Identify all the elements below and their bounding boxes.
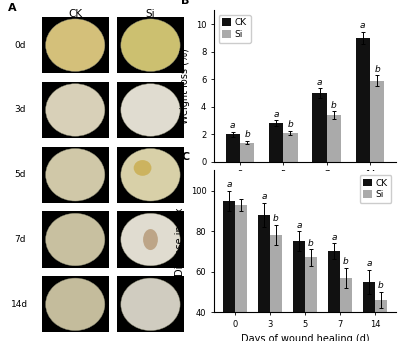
Ellipse shape bbox=[46, 19, 105, 72]
Text: 5d: 5d bbox=[14, 170, 26, 179]
Bar bbox=[258, 215, 270, 341]
Text: b: b bbox=[378, 281, 384, 290]
Bar bbox=[312, 93, 327, 162]
Bar bbox=[42, 147, 109, 203]
Text: a: a bbox=[317, 77, 322, 87]
Text: b: b bbox=[331, 101, 337, 109]
Text: 14d: 14d bbox=[11, 300, 28, 309]
Legend: CK, Si: CK, Si bbox=[218, 15, 250, 43]
Text: b: b bbox=[273, 214, 279, 223]
Text: b: b bbox=[374, 65, 380, 74]
Bar bbox=[240, 143, 254, 162]
Text: a: a bbox=[230, 121, 236, 130]
Text: b: b bbox=[244, 130, 250, 139]
X-axis label: Days of wound healing (d): Days of wound healing (d) bbox=[241, 334, 369, 341]
Text: a: a bbox=[366, 259, 372, 268]
Text: b: b bbox=[343, 257, 349, 266]
Bar bbox=[42, 17, 109, 73]
Ellipse shape bbox=[121, 213, 180, 266]
Bar bbox=[117, 211, 184, 268]
Bar bbox=[283, 133, 298, 162]
Bar bbox=[375, 300, 386, 341]
Text: A: A bbox=[8, 3, 16, 13]
Bar bbox=[328, 251, 340, 341]
Text: 0d: 0d bbox=[14, 41, 26, 50]
Bar bbox=[42, 276, 109, 332]
Bar bbox=[42, 82, 109, 138]
Ellipse shape bbox=[46, 149, 105, 201]
Bar bbox=[117, 276, 184, 332]
Bar bbox=[42, 211, 109, 268]
Ellipse shape bbox=[143, 229, 158, 250]
Bar bbox=[356, 38, 370, 162]
Text: b: b bbox=[308, 239, 314, 248]
Bar bbox=[305, 257, 316, 341]
Ellipse shape bbox=[46, 278, 105, 331]
Text: a: a bbox=[360, 21, 366, 30]
Bar bbox=[235, 205, 246, 341]
Text: a: a bbox=[226, 180, 232, 189]
Bar bbox=[269, 123, 283, 162]
Text: C: C bbox=[181, 152, 189, 162]
Bar bbox=[224, 201, 235, 341]
Text: 7d: 7d bbox=[14, 235, 26, 244]
Bar bbox=[370, 80, 384, 162]
Ellipse shape bbox=[121, 19, 180, 72]
Text: a: a bbox=[262, 192, 267, 201]
Text: 3d: 3d bbox=[14, 105, 26, 115]
Ellipse shape bbox=[121, 278, 180, 331]
Bar bbox=[294, 241, 305, 341]
Bar bbox=[117, 147, 184, 203]
Text: a: a bbox=[274, 110, 279, 119]
Text: b: b bbox=[288, 120, 293, 129]
Bar bbox=[226, 134, 240, 162]
Ellipse shape bbox=[46, 213, 105, 266]
Text: B: B bbox=[181, 0, 190, 6]
Ellipse shape bbox=[134, 160, 152, 176]
Y-axis label: Weight loss (%): Weight loss (%) bbox=[180, 48, 190, 124]
Ellipse shape bbox=[121, 84, 180, 136]
Bar bbox=[117, 82, 184, 138]
Text: a: a bbox=[332, 233, 337, 242]
Bar bbox=[327, 115, 341, 162]
Bar bbox=[364, 282, 375, 341]
Bar bbox=[340, 278, 352, 341]
Bar bbox=[270, 235, 282, 341]
Y-axis label: Disease index: Disease index bbox=[175, 207, 185, 276]
Text: Si: Si bbox=[146, 9, 155, 18]
Text: a: a bbox=[296, 221, 302, 229]
Legend: CK, Si: CK, Si bbox=[360, 175, 392, 203]
Text: CK: CK bbox=[68, 9, 82, 18]
Bar bbox=[117, 17, 184, 73]
Ellipse shape bbox=[46, 84, 105, 136]
Ellipse shape bbox=[121, 149, 180, 201]
